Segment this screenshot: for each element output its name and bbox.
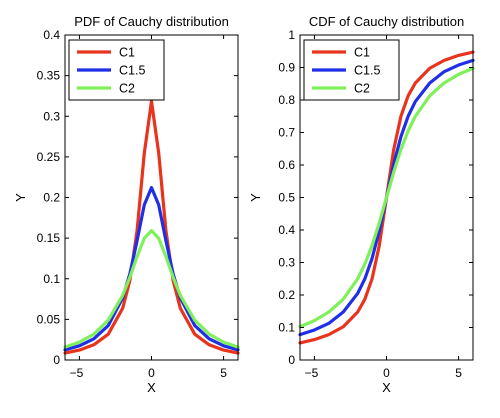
series-line-0 <box>63 99 240 355</box>
series-line-2 <box>63 229 240 349</box>
y-tick-label: 0.1 <box>43 272 60 286</box>
legend-label: C1 <box>354 46 370 60</box>
legend-label: C2 <box>119 82 135 96</box>
legend-label: C1 <box>119 46 135 60</box>
y-axis-label: Y <box>248 193 263 202</box>
x-tick-label: 5 <box>220 366 227 380</box>
y-tick-label: 0.15 <box>37 231 61 245</box>
x-tick-label: −5 <box>70 366 84 380</box>
x-tick-label: 0 <box>148 366 155 380</box>
legend-label: C1.5 <box>354 64 380 78</box>
y-tick-label: 0 <box>53 353 60 367</box>
legend: C1 C1.5 C2 <box>68 39 165 101</box>
y-tick-label: 0.25 <box>37 150 61 164</box>
x-axis-label: X <box>382 380 391 395</box>
y-tick-label: 0.8 <box>278 93 295 107</box>
y-tick-label: 0.9 <box>278 61 295 75</box>
y-tick-label: 0.2 <box>43 191 60 205</box>
y-tick-label: 0.4 <box>43 28 60 42</box>
series-group <box>298 50 475 345</box>
chart-1: 0 0.1 0.2 0.3 0.4 0.5 0.6 0.7 0.8 0.9 1 −5 0 5 CDF of … <box>248 14 475 395</box>
y-tick-label: 0.5 <box>278 191 295 205</box>
x-tick-label: 0 <box>383 366 390 380</box>
chart-0: 0 0.05 0.1 0.15 0.2 0.25 0.3 0.35 0.4 −5 0 5 PDF of … <box>13 14 240 395</box>
legend: C1 C1.5 C2 <box>303 39 400 101</box>
y-tick-label: 0.1 <box>278 321 295 335</box>
chart-title: PDF of Cauchy distribution <box>74 14 229 29</box>
series-line-1 <box>63 185 240 352</box>
y-tick-label: 0.05 <box>37 312 61 326</box>
y-tick-label: 0 <box>288 353 295 367</box>
series-group <box>63 99 240 355</box>
chart-title: CDF of Cauchy distribution <box>309 14 464 29</box>
y-tick-label: 0.7 <box>278 126 295 140</box>
y-tick-label: 0.35 <box>37 69 61 83</box>
y-tick-label: 1 <box>288 28 295 42</box>
y-tick-label: 0.4 <box>278 223 295 237</box>
y-tick-label: 0.3 <box>278 256 295 270</box>
series-line-2 <box>298 66 475 329</box>
y-tick-label: 0.2 <box>278 288 295 302</box>
y-tick-label: 0.3 <box>43 109 60 123</box>
legend-label: C2 <box>354 82 370 96</box>
x-axis-label: X <box>147 380 156 395</box>
y-axis-label: Y <box>13 193 28 202</box>
x-tick-label: 5 <box>455 366 462 380</box>
y-tick-label: 0.6 <box>278 158 295 172</box>
legend-label: C1.5 <box>119 64 145 78</box>
x-tick-label: −5 <box>305 366 319 380</box>
